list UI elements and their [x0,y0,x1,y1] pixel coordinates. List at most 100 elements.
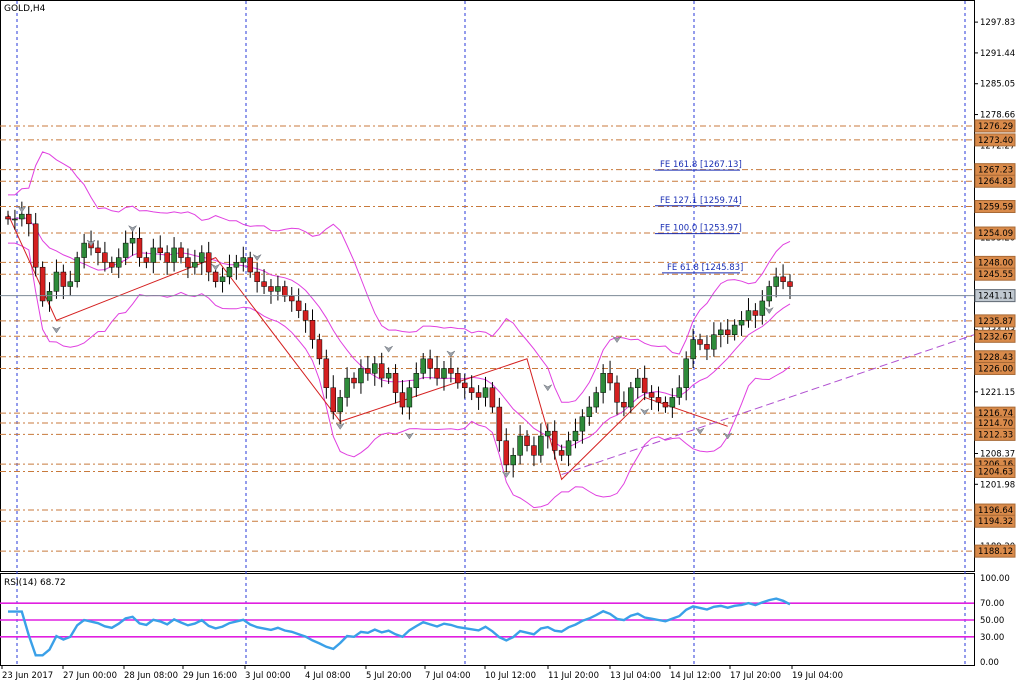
time-tick-label: 27 Jun 00:00 [63,671,117,681]
level-tag [974,329,1016,343]
time-tick-label: 19 Jul 04:00 [792,671,843,681]
candle-body [496,406,503,442]
candle-body [185,257,191,268]
candle-body [676,387,683,398]
period-separators [16,1,966,665]
candle-body [697,339,703,345]
candle-body [392,373,399,393]
candle-body [323,358,330,389]
candle-body [205,252,212,273]
candle-body [683,358,689,389]
candle-body [510,455,516,466]
rsi-tick-label: 0.00 [980,658,999,668]
candle-body [129,238,136,244]
price-tick-label: 1291.44 [980,49,1015,59]
candle-body [545,430,551,437]
candle-body [628,387,634,408]
time-tick-label: 13 Jul 04:00 [610,671,661,681]
band-upper [8,151,791,403]
candle-body [102,252,108,263]
candle-body [648,392,655,398]
level-tag [974,226,1016,240]
fractal-arrow [722,432,733,440]
rsi-levels [0,602,974,638]
candle-body [600,373,606,393]
level-tag-label: 1267.23 [978,166,1013,176]
candle-body [724,329,731,335]
candle-body [738,320,745,326]
fractal-arrow [501,470,511,479]
fe-level-label: FE 161.8 [1267.13] [660,160,742,170]
candle-body [593,392,599,408]
support-resistance-levels [0,125,974,552]
candle-body [344,377,350,398]
candle-body [122,242,129,258]
fractal-arrow [383,345,394,353]
level-tag [974,119,1016,133]
candle-body [39,266,46,302]
level-tag-label: 1235.87 [978,317,1013,327]
candle-body [309,320,316,340]
level-tag-label: 1273.40 [978,136,1013,146]
candle-body [745,310,752,321]
candle-body [787,281,793,287]
time-tick-label: 5 Jul 20:00 [366,671,412,681]
price-tick-label: 1278.66 [980,111,1015,121]
candle-body [302,310,309,321]
candle-body [53,271,60,292]
candle-body [434,368,440,379]
time-tick-label: 10 Jul 12:00 [485,671,536,681]
fractal-arrow [543,384,553,392]
candle-body [759,300,766,316]
fractal-arrow [252,253,262,262]
rsi-tick-label: 30.00 [980,633,1004,643]
candle-body [461,382,468,389]
time-tick-label: 23 Jun 2017 [2,671,53,681]
level-tag [974,514,1016,528]
candle-body [150,247,157,263]
rsi-label: RSI(14) 68.72 [4,578,66,588]
candle-body [268,286,274,292]
level-tag [974,133,1016,147]
candle-body [288,295,295,302]
candle-body [337,397,343,413]
candle-body [641,377,648,393]
candle-body [81,242,87,258]
main-chart-frame [0,0,975,572]
level-tag-label: 1212.33 [978,430,1013,440]
candle-body [482,387,489,398]
level-tag-label: 1188.12 [978,547,1013,557]
fractal-arrow [639,408,650,416]
candle-body [586,406,593,417]
level-tag-label: 1204.63 [978,468,1013,478]
candle-body [441,368,447,379]
candle-body [399,392,406,408]
candle-body [32,223,39,268]
candle-body [614,382,620,403]
candle-body [74,257,80,282]
band-lower [8,242,791,509]
candle-body [385,373,392,379]
candle-body [489,387,496,408]
fractal-arrow [695,427,705,435]
candle-body [330,387,337,413]
candle-body [95,247,101,253]
level-tag-label: 1259.59 [978,203,1013,213]
candle-body [503,440,510,466]
fe-level-label: FE 127.1 [1259.74] [660,196,742,206]
level-tag-label: 1245.55 [978,270,1013,280]
fractal-arrow [446,350,456,358]
candle-body [261,281,267,287]
candle-body [607,373,613,384]
candle-body [427,358,433,369]
candle-body [731,324,738,335]
time-tick-label: 28 Jun 08:00 [124,671,178,681]
candle-body [275,286,281,292]
candle-body [448,368,454,374]
candle-body [524,435,530,446]
price-tick-label: 1221.15 [980,388,1015,398]
level-tag-label: 1226.00 [978,364,1013,374]
candle-body [475,392,482,398]
fractal-arrow [335,422,345,430]
